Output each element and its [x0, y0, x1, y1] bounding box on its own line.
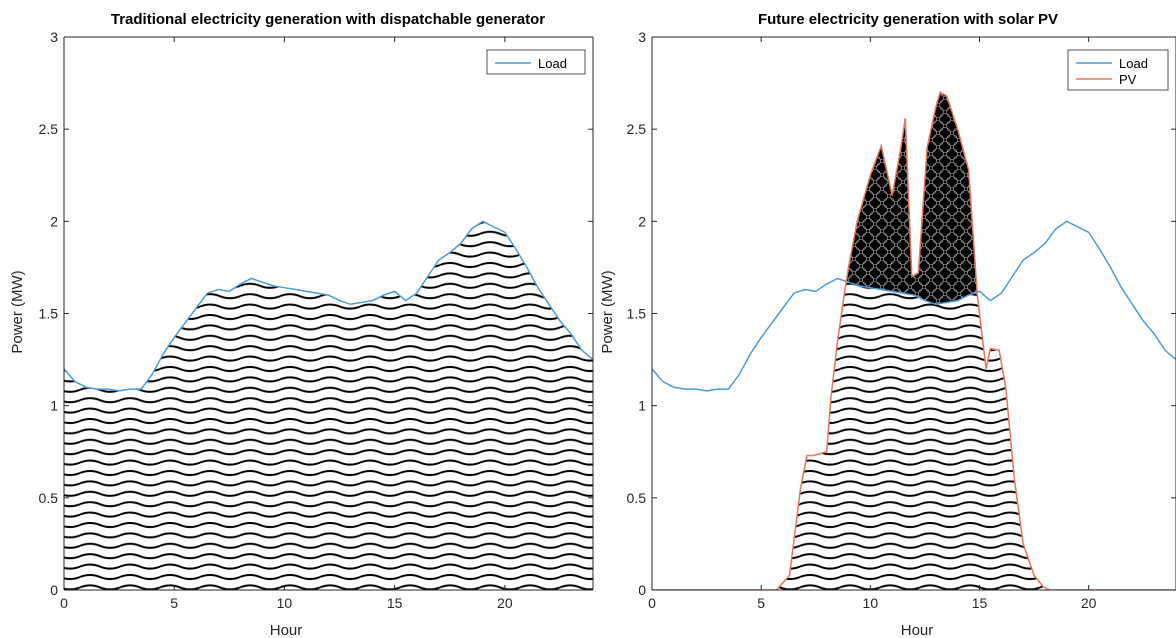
left-y-tick-label: 3	[50, 29, 58, 45]
left-fill-layer	[64, 221, 593, 590]
left-y-tick-label: 2	[50, 213, 58, 229]
right-x-tick-label: 15	[972, 595, 988, 611]
right-y-axis-label: Power (MW)	[599, 270, 616, 353]
left-legend-label-load: Load	[538, 56, 567, 71]
right-pv-consumed-area	[652, 281, 1176, 590]
right-load-line	[652, 220, 1176, 392]
right-y-tick-label: 1	[638, 398, 646, 414]
left-x-tick-label: 0	[60, 595, 68, 611]
left-legend-box	[486, 49, 586, 75]
right-x-tick-label: 0	[648, 595, 656, 611]
left-y-axis-label: Power (MW)	[9, 270, 26, 353]
left-x-tick-label: 10	[277, 595, 293, 611]
left-y-tick-label: 0.5	[39, 490, 59, 506]
right-legend-box	[1067, 49, 1169, 91]
right-x-tick-label: 20	[1081, 595, 1097, 611]
right-fill-layer	[652, 92, 1176, 590]
right-y-tick-label: 3	[638, 29, 646, 45]
left-y-tick-label: 0	[50, 582, 58, 598]
right-y-tick-label: 0	[638, 582, 646, 598]
right-y-tick-label: 2	[638, 213, 646, 229]
right-y-tick-label: 1.5	[627, 306, 647, 322]
left-y-tick-label: 2.5	[39, 121, 59, 137]
left-load-area	[64, 221, 593, 590]
right-y-tick-label: 0.5	[627, 490, 647, 506]
left-x-tick-label: 15	[387, 595, 403, 611]
right-chart-panel: Future electricity generation with solar…	[599, 11, 1176, 638]
right-legend-label-pv: PV	[1119, 72, 1137, 87]
right-chart-title: Future electricity generation with solar…	[758, 11, 1058, 28]
left-x-tick-label: 5	[170, 595, 178, 611]
right-x-axis-label: Hour	[901, 622, 934, 638]
left-x-tick-label: 20	[497, 595, 513, 611]
left-x-axis-label: Hour	[270, 622, 303, 638]
left-legend: Load	[486, 49, 586, 75]
right-pv-line	[652, 91, 1176, 590]
left-chart-title: Traditional electricity generation with …	[111, 11, 545, 28]
right-x-tick-label: 5	[757, 595, 765, 611]
left-chart-panel: Traditional electricity generation with …	[9, 11, 594, 638]
left-y-tick-label: 1	[50, 398, 58, 414]
right-y-tick-label: 2.5	[627, 121, 647, 137]
right-x-tick-label: 10	[863, 595, 879, 611]
left-plot-area: 0 0.5 1 1.5 2 2.5 3 0 5 10 15 20 Load	[39, 29, 594, 611]
left-y-tick-label: 1.5	[39, 306, 59, 322]
left-load-line	[64, 220, 593, 392]
right-legend-label-load: Load	[1119, 56, 1148, 71]
